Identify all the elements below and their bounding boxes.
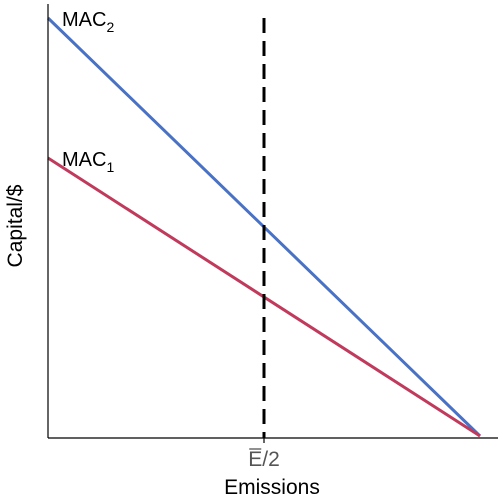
series-label-mac2: MAC2 bbox=[62, 9, 114, 35]
y-axis-label: Capital/$ bbox=[4, 184, 27, 267]
series-label-mac1: MAC1 bbox=[62, 149, 114, 175]
x-tick-label: E/2 bbox=[248, 448, 280, 471]
axes bbox=[47, 4, 498, 439]
x-axis-label: Emissions bbox=[224, 476, 320, 499]
x-ticks: E/2 bbox=[248, 438, 280, 471]
plot-area: MAC2 MAC1 bbox=[46, 9, 482, 438]
